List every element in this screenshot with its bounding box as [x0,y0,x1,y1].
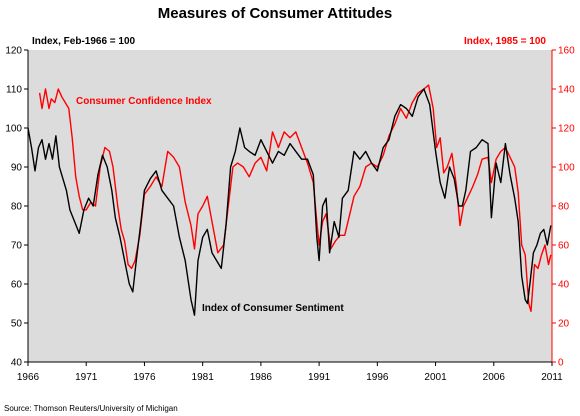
left-tick-label: 80 [11,202,23,213]
right-tick-label: 120 [558,124,575,135]
x-tick-label: 1986 [250,372,273,383]
source-note: Source: Thomson Reuters/University of Mi… [4,404,178,413]
left-axis-label: Index, Feb-1966 = 100 [32,36,136,47]
plot-area [28,50,552,362]
series-line-consumer-sentiment [27,88,552,316]
left-tick-label: 90 [11,163,23,174]
right-tick-label: 60 [558,241,570,252]
x-tick-label: 1971 [75,372,98,383]
annotation-consumer-sentiment: Index of Consumer Sentiment [202,303,344,314]
annotation-consumer-confidence: Consumer Confidence Index [76,96,212,107]
x-tick-label: 1991 [308,372,331,383]
right-tick-label: 140 [558,85,575,96]
left-tick-label: 50 [11,319,23,330]
x-tick-label: 1966 [17,372,40,383]
x-tick-label: 1981 [192,372,215,383]
right-axis-label: Index, 1985 = 100 [464,36,546,47]
left-axis: 40 50 60 70 80 90 100 110 120 [5,46,29,369]
right-tick-label: 20 [558,319,570,330]
left-tick-label: 120 [5,46,22,57]
left-tick-label: 70 [11,241,23,252]
x-axis: 1966 1971 1976 1981 1986 1991 1996 2001 2006 2011 [17,361,563,383]
right-axis: 0 20 40 60 80 100 120 140 160 [551,46,575,369]
right-tick-label: 0 [558,358,564,369]
x-tick-label: 2011 [541,372,563,383]
left-tick-label: 110 [6,85,22,96]
right-tick-label: 40 [558,280,570,291]
left-tick-label: 40 [11,358,23,369]
series-line-consumer-confidence [38,84,552,312]
x-tick-label: 2006 [483,372,506,383]
chart-title: Measures of Consumer Attitudes [158,5,393,22]
series-layer [27,84,552,316]
right-tick-label: 80 [558,202,570,213]
x-tick-label: 1976 [133,372,156,383]
right-tick-label: 100 [558,163,575,174]
left-tick-label: 60 [11,280,23,291]
right-tick-label: 160 [558,46,575,57]
left-tick-label: 100 [5,124,22,135]
x-tick-label: 2001 [424,372,447,383]
x-tick-label: 1996 [366,372,389,383]
